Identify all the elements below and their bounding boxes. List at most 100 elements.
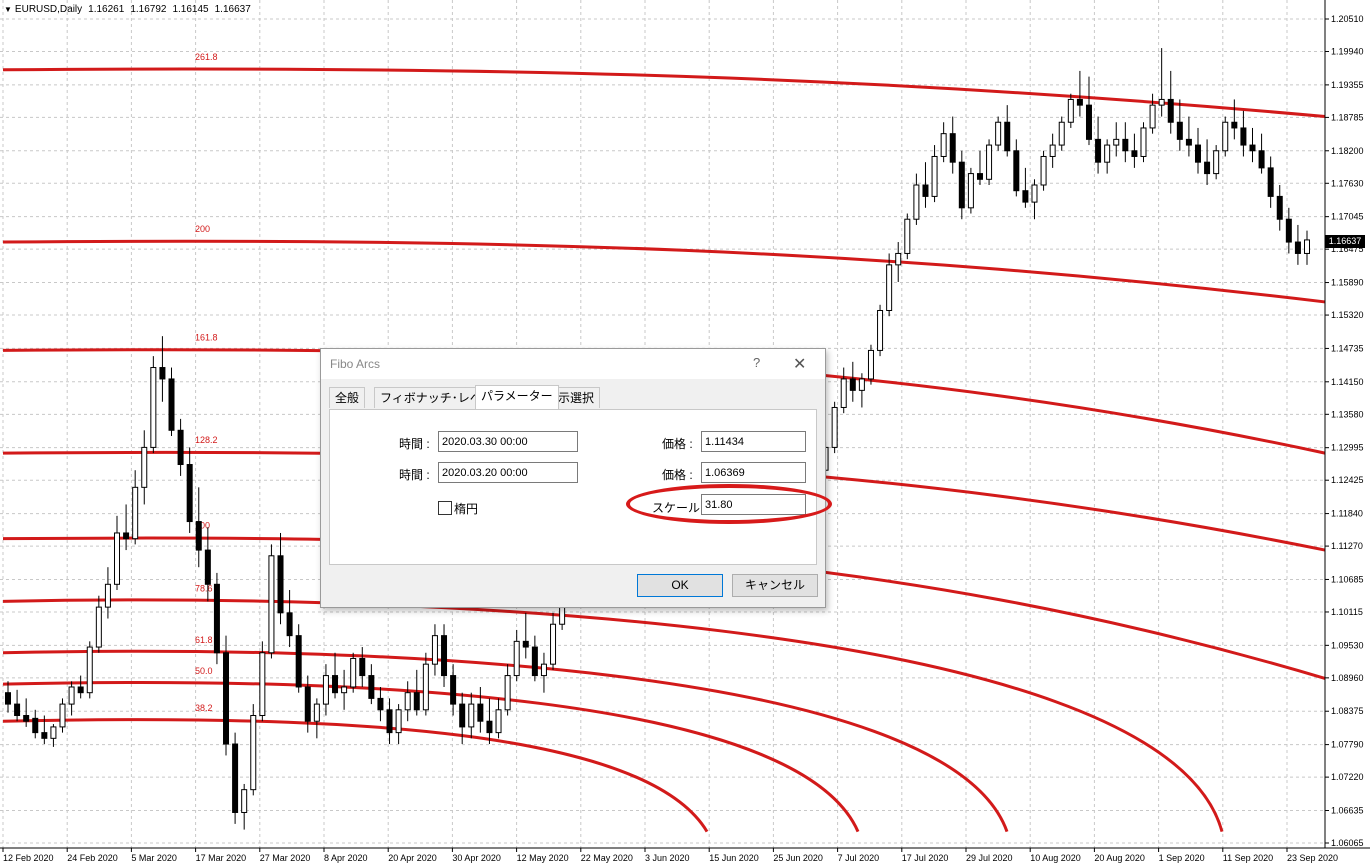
price-tick-label: 1.12995 — [1331, 443, 1364, 453]
price-axis: 1.20510 1.19940 1.19355 1.18785 1.18200 1.176… — [1325, 14, 1364, 848]
candle-bear — [368, 675, 375, 699]
tab-fibonacci-levels[interactable]: フィボナッチ･レベル — [374, 387, 500, 408]
candle-bear — [295, 635, 302, 688]
price1-label: 価格 : — [662, 437, 693, 451]
candle-bull — [241, 789, 248, 813]
candle-bear — [922, 184, 929, 197]
candle-bear — [1267, 167, 1274, 197]
price-tick-label: 1.08375 — [1331, 706, 1364, 716]
candle-bear — [1285, 218, 1292, 243]
candle-bear — [1022, 190, 1029, 203]
candle-bear — [359, 657, 366, 677]
date-tick-label: 5 Mar 2020 — [131, 853, 177, 863]
candle-bull — [322, 675, 329, 705]
candle-bull — [913, 184, 920, 220]
candle-bull — [1304, 239, 1310, 254]
candle-bull — [986, 144, 993, 180]
fibo-arc-200 — [2, 239, 1326, 304]
candle-bear — [168, 378, 175, 431]
candle-bull — [395, 709, 402, 734]
candle-bear — [1276, 195, 1283, 220]
help-icon[interactable]: ? — [753, 355, 761, 370]
date-tick-label: 3 Jun 2020 — [645, 853, 690, 863]
high-value: 1.16792 — [130, 4, 167, 15]
dialog-titlebar[interactable]: Fibo Arcs ? ✕ — [321, 349, 825, 379]
tab-parameters[interactable]: パラメーター — [475, 385, 559, 409]
fibo-level-labels: 261.8 200 161.8 128.2 100 78.6 61.8 50.0 38.2 — [195, 52, 218, 713]
candle-bear — [195, 521, 202, 551]
time1-field[interactable]: 2020.03.30 00:00 — [438, 431, 578, 452]
tab-general[interactable]: 全般 — [329, 387, 366, 408]
fibo-level-label: 50.0 — [195, 666, 213, 676]
candle-bear — [277, 555, 284, 614]
price1-field[interactable]: 1.11434 — [701, 431, 806, 452]
fibo-arc-261-8 — [2, 67, 1326, 119]
close-value: 1.16637 — [214, 4, 251, 15]
candle-bull — [50, 726, 57, 739]
candle-bull — [68, 686, 75, 705]
candle-bear — [531, 646, 538, 677]
candle-bear — [486, 720, 493, 734]
candle-bull — [550, 623, 557, 665]
candle-bull — [341, 686, 348, 694]
date-tick-label: 23 Sep 2020 — [1287, 853, 1338, 863]
candle-bear — [1176, 121, 1183, 140]
price2-field[interactable]: 1.06369 — [701, 462, 806, 483]
ok-button[interactable]: OK — [637, 574, 723, 597]
dialog-title: Fibo Arcs — [330, 357, 381, 371]
date-tick-label: 20 Aug 2020 — [1094, 853, 1145, 863]
candle-bull — [858, 378, 865, 391]
price-tick-label: 1.17045 — [1331, 212, 1364, 222]
close-icon[interactable]: ✕ — [793, 356, 807, 373]
candle-bear — [1249, 144, 1256, 152]
candle-bear — [958, 161, 965, 209]
ellipse-checkbox[interactable] — [438, 501, 452, 515]
candle-bull — [513, 640, 520, 677]
price-tick-label: 1.07790 — [1331, 740, 1364, 750]
fibo-level-label: 128.2 — [195, 435, 218, 445]
candle-bear — [1294, 241, 1301, 254]
candle-bear — [204, 549, 211, 585]
candle-bear — [1122, 138, 1129, 152]
candle-bear — [1231, 121, 1238, 129]
candle-bull — [1213, 150, 1220, 175]
scale-highlight-ellipse — [626, 484, 832, 524]
candle-bull — [468, 703, 475, 728]
low-value: 1.16145 — [172, 4, 209, 15]
fibo-level-label: 261.8 — [195, 52, 218, 62]
candle-bear — [32, 717, 39, 734]
price-tick-label: 1.09530 — [1331, 640, 1364, 650]
date-tick-label: 25 Jun 2020 — [773, 853, 823, 863]
date-tick-label: 24 Feb 2020 — [67, 853, 118, 863]
fibo-level-label: 61.8 — [195, 635, 213, 645]
candle-bear — [459, 703, 466, 728]
candle-bull — [931, 155, 938, 197]
candle-bear — [14, 703, 21, 717]
date-tick-label: 11 Sep 2020 — [1223, 853, 1273, 863]
date-tick-label: 30 Apr 2020 — [452, 853, 501, 863]
chart-menu-arrow-icon[interactable]: ▼ — [4, 5, 12, 14]
candle-bear — [1131, 150, 1138, 157]
fibo-level-label: 161.8 — [195, 332, 218, 342]
candle-bull — [114, 532, 121, 585]
candle-bear — [1167, 98, 1174, 123]
candle-bear — [450, 675, 457, 705]
candle-bear — [23, 715, 30, 722]
candle-bull — [840, 378, 847, 408]
price-tick-label: 1.06635 — [1331, 805, 1364, 815]
time1-label: 時間 : — [399, 437, 430, 451]
price-tick-label: 1.15320 — [1331, 310, 1364, 320]
fibo-level-label: 78.6 — [195, 583, 213, 593]
price-tick-label: 1.14150 — [1331, 377, 1364, 387]
candle-bull — [895, 252, 902, 266]
candle-bull — [268, 555, 275, 654]
candle-bear — [441, 635, 448, 677]
time2-field[interactable]: 2020.03.20 00:00 — [438, 462, 578, 483]
candle-bull — [95, 606, 102, 648]
candle-bear — [522, 640, 529, 648]
price-tick-label: 1.11270 — [1331, 541, 1363, 551]
candle-bear — [186, 464, 193, 523]
cancel-button[interactable]: キャンセル — [732, 574, 818, 597]
candle-bull — [1140, 127, 1147, 157]
candle-bear — [949, 133, 956, 163]
